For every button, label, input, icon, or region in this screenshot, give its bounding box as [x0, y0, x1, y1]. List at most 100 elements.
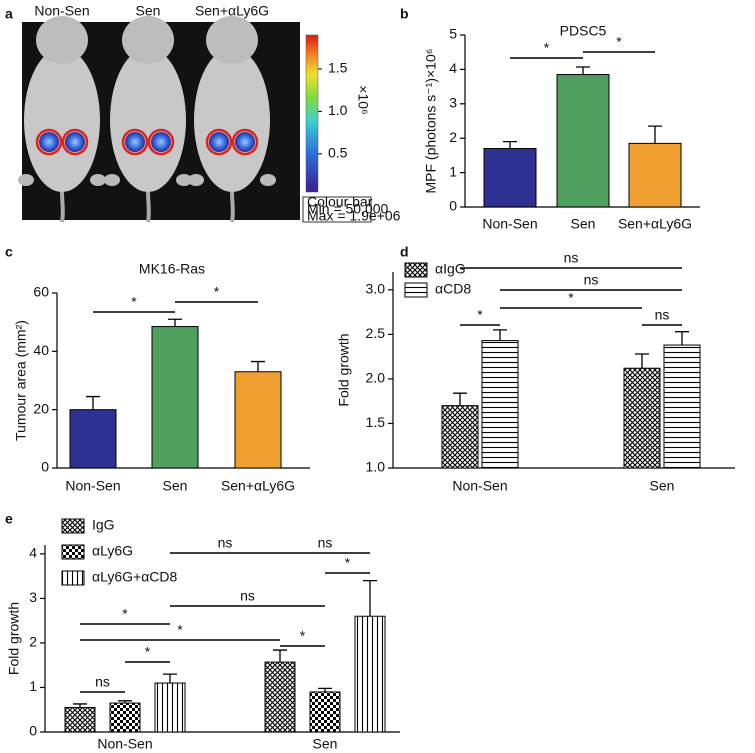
- significance-label: ns: [584, 272, 599, 288]
- mouse-leg: [260, 174, 276, 186]
- bar: [663, 344, 701, 469]
- colour-bar-title: Colour bar: [307, 194, 373, 210]
- error-bar: [168, 318, 182, 327]
- error-bar: [251, 360, 265, 372]
- bar: [151, 326, 199, 469]
- tumour-signal: [125, 132, 145, 152]
- x-tick-label: Sen+αLy6G: [618, 216, 692, 232]
- mouse-leg: [90, 174, 106, 186]
- error-bar: [318, 687, 332, 692]
- y-tick-label: 1: [29, 678, 37, 694]
- tumour-roi: [231, 128, 259, 156]
- y-tick-label: 2: [29, 634, 37, 650]
- tumour-roi: [147, 128, 175, 156]
- tumour-roi: [121, 128, 149, 156]
- legend-swatch: [61, 570, 85, 586]
- bar: [264, 661, 296, 733]
- colour-bar-tick-label: 1.5: [328, 60, 348, 76]
- error-bar: [273, 649, 287, 663]
- colour-bar-max: Max = 1.9e+06: [307, 208, 401, 224]
- tumour-signal: [39, 132, 59, 152]
- bar: [623, 367, 661, 469]
- y-tick-label: 0: [449, 198, 457, 214]
- x-tick-label: Non-Sen: [65, 478, 120, 494]
- bar: [154, 682, 186, 733]
- significance-label: ns: [318, 535, 333, 551]
- y-tick-label: 2: [449, 129, 457, 145]
- bar: [483, 148, 537, 208]
- error-bar: [86, 395, 100, 410]
- mouse-tail: [146, 189, 151, 223]
- panel-letter: b: [400, 6, 409, 22]
- mouse-label: Sen+αLy6G: [195, 3, 269, 19]
- y-tick-label: 5: [449, 26, 457, 42]
- x-tick-label: Sen: [313, 736, 338, 752]
- y-tick-label: 3.0: [366, 281, 386, 297]
- x-tick-label: Sen+αLy6G: [221, 478, 295, 494]
- mouse-leg: [104, 174, 120, 186]
- bar: [309, 691, 341, 733]
- y-tick-label: 1.0: [366, 459, 386, 475]
- tumour-roi: [35, 128, 63, 156]
- mouse-body: [110, 48, 186, 192]
- significance-label: *: [568, 290, 574, 306]
- y-axis-label: Tumour area (mm²): [13, 320, 29, 441]
- mouse-body: [194, 48, 270, 192]
- error-bar: [453, 392, 467, 406]
- y-tick-label: 4: [29, 545, 37, 561]
- bar: [69, 409, 117, 469]
- tumour-roi: [205, 128, 233, 156]
- significance-label: *: [477, 307, 483, 323]
- panel-letter: c: [5, 244, 13, 260]
- mouse-leg: [18, 174, 34, 186]
- mouse-head: [36, 16, 88, 64]
- tumour-signal: [65, 132, 85, 152]
- x-tick-label: Non-Sen: [452, 478, 507, 494]
- tumour-signal: [209, 132, 229, 152]
- bar: [234, 371, 282, 469]
- significance-label: *: [345, 555, 351, 571]
- x-tick-label: Sen: [650, 478, 675, 494]
- error-bar: [73, 703, 87, 708]
- error-bar: [163, 673, 177, 684]
- x-tick-label: Non-Sen: [97, 736, 152, 752]
- y-tick-label: 3: [29, 589, 37, 605]
- bar: [481, 340, 519, 469]
- legend-label: IgG: [92, 517, 115, 533]
- error-bar: [675, 331, 689, 346]
- significance-label: *: [214, 284, 220, 300]
- legend-swatch: [404, 282, 428, 298]
- significance-label: *: [131, 294, 137, 310]
- significance-label: *: [300, 628, 306, 644]
- y-tick-label: 40: [33, 342, 49, 358]
- significance-label: ns: [240, 588, 255, 604]
- x-tick-label: Non-Sen: [482, 216, 537, 232]
- significance-label: *: [145, 644, 151, 660]
- y-tick-label: 3: [449, 95, 457, 111]
- significance-label: *: [544, 40, 550, 56]
- significance-label: ns: [564, 250, 579, 266]
- error-bar: [363, 579, 377, 617]
- significance-label: *: [616, 34, 622, 50]
- y-axis-label: Fold growth: [336, 333, 352, 406]
- y-tick-label: 20: [33, 400, 49, 416]
- y-tick-label: 4: [449, 60, 457, 76]
- legend-swatch: [404, 262, 428, 278]
- mouse-label: Sen: [136, 3, 161, 19]
- bar: [64, 707, 96, 733]
- bar: [628, 142, 682, 208]
- error-bar: [635, 353, 649, 369]
- significance-label: *: [122, 606, 128, 622]
- x-tick-label: Sen: [571, 216, 596, 232]
- legend-label: αLy6G+αCD8: [92, 569, 178, 585]
- legend-label: αLy6G: [92, 543, 133, 559]
- mouse-head: [122, 16, 174, 64]
- error-bar: [648, 125, 662, 144]
- colour-bar-min: Min = 50,000: [307, 201, 389, 217]
- error-bar: [503, 140, 517, 149]
- colour-bar-tick-label: 1.0: [328, 102, 348, 118]
- mouse-leg: [188, 174, 204, 186]
- colour-bar-info-box: [302, 196, 372, 223]
- chart-title: MK16-Ras: [139, 261, 205, 277]
- colour-bar-unit: ×10⁶: [355, 85, 371, 115]
